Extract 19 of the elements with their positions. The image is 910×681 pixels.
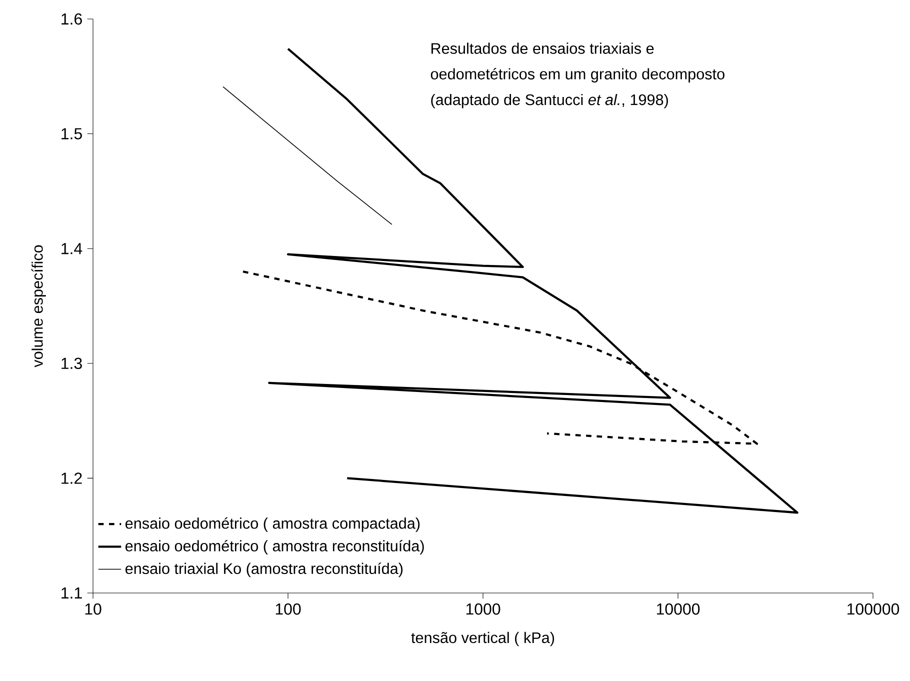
y-tick-label: 1.3 xyxy=(62,358,82,370)
y-tick-label: 1.1 xyxy=(62,587,82,598)
y-tick-label: 1.4 xyxy=(62,243,82,254)
y-axis-title: volume específico xyxy=(31,245,46,368)
y-tick-label: 1.6 xyxy=(62,13,82,25)
x-axis-title: tensão vertical ( kPa) xyxy=(411,632,554,646)
y-tick-label: 1.5 xyxy=(62,128,82,140)
annotation: oedometétricos em um granito decomposto xyxy=(430,68,724,82)
x-tick-label: 100000 xyxy=(848,603,900,615)
x-tick-label: 1000 xyxy=(466,603,500,615)
legend-label: ensaio triaxial Ko (amostra reconstituída) xyxy=(125,562,403,578)
annotation: (adaptado de Santucci et al., 1998) xyxy=(431,94,668,108)
legend-label: ensaio oedométrico ( amostra reconstituída) xyxy=(125,540,424,554)
x-tick-label: 10000 xyxy=(656,603,700,615)
x-tick-label: 10 xyxy=(85,603,102,615)
legend-label: ensaio oedométrico ( amostra compactada) xyxy=(125,517,420,532)
x-tick-label: 100 xyxy=(276,603,301,615)
annotation: Resultados de ensaios triaxiais e xyxy=(431,42,654,54)
y-tick-label: 1.2 xyxy=(62,472,82,484)
